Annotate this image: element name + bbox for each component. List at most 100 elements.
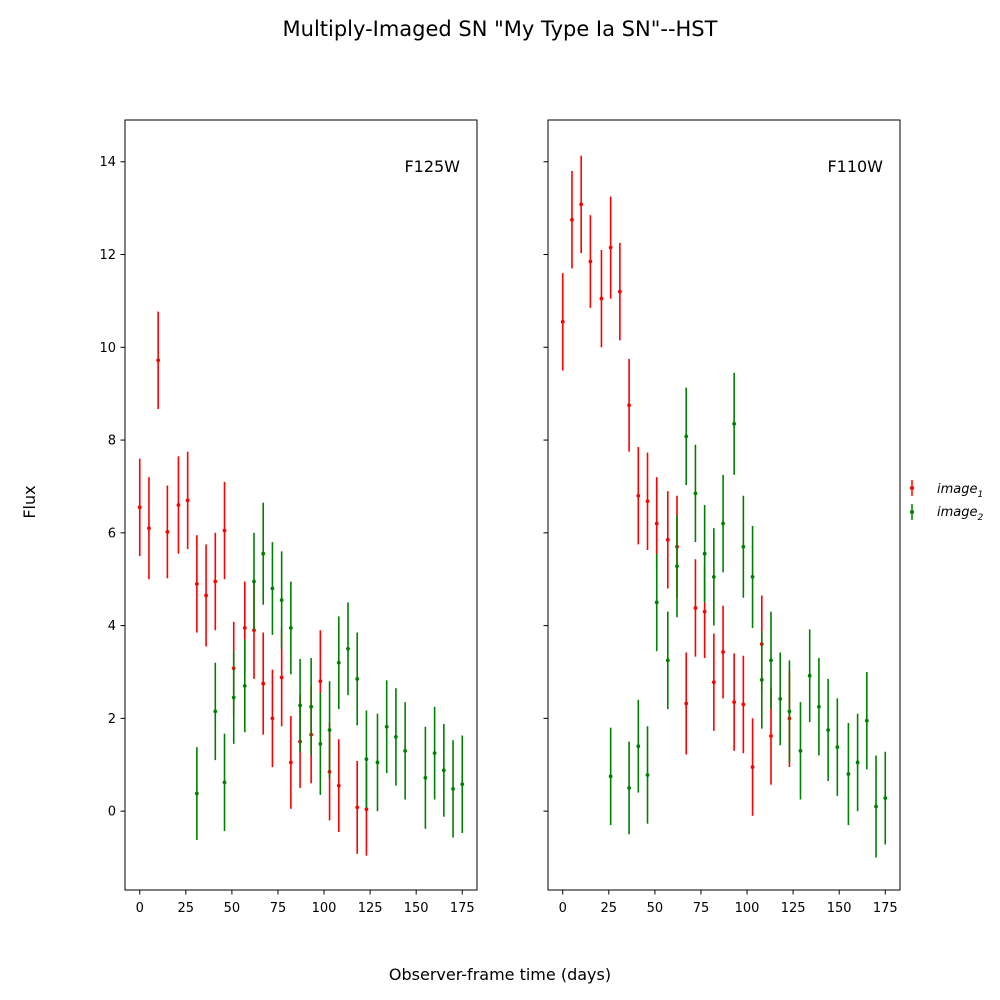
x-tick-label: 100 [312, 901, 337, 916]
data-point-image2 [213, 709, 218, 714]
data-point-image2 [787, 709, 792, 714]
data-point-image2 [384, 724, 389, 729]
data-point-image1 [364, 807, 369, 812]
data-point-image2 [252, 579, 256, 584]
x-tick-label: 75 [693, 901, 710, 916]
data-point-image1 [711, 680, 716, 685]
data-point-image2 [835, 745, 840, 750]
legend-label-subscript: 2 [978, 513, 984, 523]
data-point-image2 [298, 703, 302, 708]
data-point-image2 [318, 741, 323, 746]
data-point-image1 [288, 760, 293, 765]
legend-entry-image1: image1 [910, 480, 983, 500]
x-tick-label: 125 [358, 901, 383, 916]
data-point-image2 [732, 421, 737, 426]
plot-frame [547, 119, 901, 891]
data-point-image1 [176, 503, 181, 507]
data-point-image2 [355, 677, 360, 681]
data-point-image2 [665, 658, 670, 663]
data-point-image2 [375, 760, 380, 765]
data-point-image2 [270, 586, 275, 591]
data-point-image1 [693, 606, 698, 610]
data-point-image2 [807, 673, 812, 678]
data-point-image2 [261, 551, 266, 556]
data-point-image1 [355, 805, 360, 810]
data-point-image2 [693, 491, 698, 496]
band-label: F110W [827, 157, 883, 176]
x-tick-label: 175 [873, 901, 898, 916]
data-point-image2 [441, 768, 446, 773]
y-tick-label: 10 [99, 341, 116, 356]
data-point-image2 [798, 748, 803, 753]
data-point-image1 [336, 783, 341, 788]
data-point-image1 [570, 217, 574, 222]
data-point-image2 [645, 773, 650, 777]
data-point-image2 [826, 728, 831, 732]
data-point-image1 [560, 319, 565, 324]
data-point-image2 [721, 521, 725, 526]
data-point-image2 [222, 780, 227, 785]
data-point-image1 [270, 716, 275, 721]
data-point-image1 [769, 734, 773, 738]
figure-title: Multiply-Imaged SN "My Type Ia SN"--HST [283, 17, 718, 41]
legend-label-subscript: 1 [978, 490, 984, 500]
plot-frame [124, 119, 478, 891]
panel-f125w: 0 25 50 75 100 125 150 175 0 2 4 6 8 10 12 14 F125W [99, 119, 478, 916]
data-point-image1 [147, 526, 151, 531]
data-point-image1 [599, 296, 604, 301]
data-point-image1 [213, 579, 218, 584]
data-point-image2 [432, 751, 437, 756]
x-tick-label: 100 [735, 901, 760, 916]
x-axis-label: Observer-frame time (days) [389, 965, 611, 984]
data-point-image1 [665, 537, 670, 542]
data-point-image1 [261, 681, 266, 686]
data-point-image2 [279, 598, 284, 602]
x-tick-label: 0 [559, 901, 567, 916]
y-tick-label: 0 [108, 805, 116, 820]
x-tick-label: 75 [270, 901, 287, 916]
data-point-image2 [242, 684, 247, 688]
data-point-image2 [194, 791, 199, 796]
y-tick-label: 8 [108, 434, 116, 449]
data-point-image1 [741, 702, 746, 707]
x-tick-label: 25 [601, 901, 618, 916]
data-point-image2 [394, 735, 398, 739]
data-point-image1 [579, 202, 584, 207]
data-point-image2 [288, 626, 293, 630]
data-point-image1 [156, 358, 161, 363]
data-point-image1 [242, 626, 247, 630]
data-point-image1 [204, 593, 208, 598]
data-point-image2 [675, 564, 679, 569]
data-point-image1 [732, 700, 737, 705]
data-point-image2 [608, 774, 613, 779]
data-point-image2 [883, 796, 888, 801]
y-tick-label: 2 [108, 712, 116, 727]
data-point-image1 [588, 259, 593, 264]
data-point-image1 [654, 521, 659, 526]
x-tick-label: 25 [178, 901, 195, 916]
data-point-image1 [702, 609, 707, 614]
series-image2 [608, 372, 888, 858]
data-point-image2 [654, 600, 659, 605]
data-point-image2 [750, 574, 755, 579]
legend-marker-image1 [910, 486, 914, 490]
data-point-image2 [327, 728, 332, 732]
data-point-image2 [231, 695, 236, 700]
legend-label-base: image [937, 482, 978, 497]
x-tick-label: 175 [450, 901, 475, 916]
data-point-image2 [874, 804, 878, 809]
x-tick-label: 50 [224, 901, 241, 916]
data-point-image1 [645, 499, 650, 504]
y-tick-label: 12 [99, 248, 116, 263]
data-point-image1 [165, 530, 170, 534]
data-point-image1 [279, 675, 284, 680]
data-point-image2 [817, 704, 821, 709]
data-point-image2 [364, 757, 369, 762]
data-point-image2 [702, 551, 707, 556]
data-point-image2 [855, 760, 860, 765]
data-point-image2 [403, 748, 408, 753]
data-point-image2 [460, 782, 465, 787]
data-point-image1 [627, 403, 631, 408]
data-point-image2 [346, 646, 350, 651]
x-tick-label: 125 [781, 901, 806, 916]
